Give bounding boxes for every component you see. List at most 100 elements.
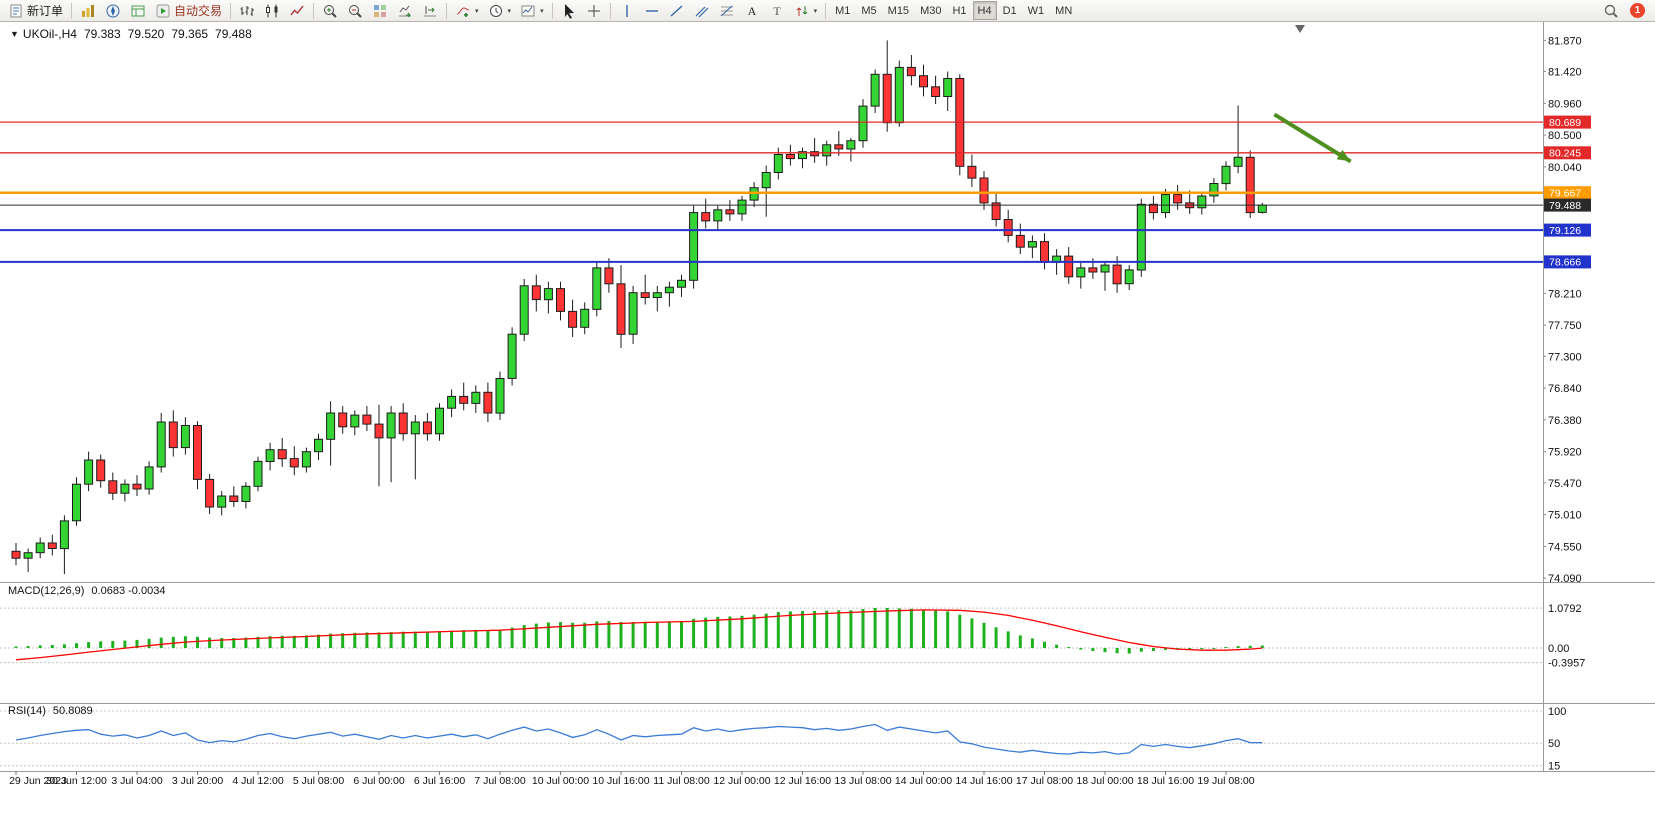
templates-button[interactable]: ▾ (516, 1, 548, 20)
label-button[interactable]: T (765, 1, 789, 20)
candle (846, 137, 856, 162)
timeframe-m5-button[interactable]: M5 (861, 4, 877, 17)
market-watch-button[interactable] (76, 1, 100, 20)
hline-button[interactable] (640, 1, 664, 20)
search-icon (1604, 4, 1618, 18)
candle (1076, 263, 1086, 289)
navigator-icon (106, 4, 120, 17)
price-tick-label: 80.960 (1548, 98, 1582, 110)
candle (725, 200, 735, 221)
crosshair-button[interactable] (582, 1, 606, 20)
notification-badge[interactable]: 1 (1630, 3, 1645, 18)
zoom-in-button[interactable] (318, 1, 342, 20)
price-tick-label: 80.500 (1548, 130, 1582, 142)
time-label: 14 Jul 00:00 (895, 775, 952, 787)
candle (943, 71, 953, 111)
svg-text:T: T (773, 4, 781, 18)
price-tick-label: 76.840 (1548, 383, 1582, 395)
time-label: 14 Jul 16:00 (955, 775, 1012, 787)
candle (11, 543, 21, 566)
bar-chart-button[interactable] (235, 1, 259, 20)
timeframe-h1-button[interactable]: H1 (952, 4, 967, 17)
candle (834, 131, 844, 156)
timeframe-d1-button[interactable]: D1 (1002, 4, 1017, 17)
text-button[interactable]: A (740, 1, 764, 20)
timeframe-h4-button[interactable]: H4 (972, 1, 997, 20)
candle (84, 451, 94, 492)
chart-shift-marker-icon[interactable] (1295, 25, 1305, 33)
candle (1173, 184, 1183, 210)
candle (422, 413, 432, 441)
candle (640, 274, 650, 305)
new-order-icon (10, 4, 22, 17)
chart-header: ▼ UKOil-,H4 79.383 79.520 79.365 79.488 (10, 27, 252, 41)
autotrading-button[interactable]: 自动交易 (151, 1, 226, 20)
autotrading-label: 自动交易 (174, 4, 223, 18)
collapse-triangle-icon[interactable]: ▼ (10, 29, 19, 39)
auto-scroll-button[interactable] (393, 1, 417, 20)
periods-button[interactable]: ▾ (484, 1, 516, 20)
price-tick-label: 74.550 (1548, 541, 1582, 553)
timeframe-mn-button[interactable]: MN (1055, 4, 1073, 17)
candle (289, 446, 299, 476)
candle (749, 182, 759, 207)
dropdown-caret-icon: ▾ (540, 7, 544, 15)
candles (11, 40, 1267, 575)
timeframe-w1-button[interactable]: W1 (1027, 4, 1045, 17)
candle (96, 454, 106, 488)
bar-chart-icon (240, 5, 255, 16)
chart-shift-button[interactable] (418, 1, 442, 20)
new-order-button[interactable]: 新订单 (4, 1, 67, 20)
candle (447, 389, 457, 418)
macd-signal-line (15, 609, 1263, 661)
label-icon: T (773, 4, 781, 18)
toolbar-separator (446, 2, 448, 19)
rsi-header: RSI(14) 50.8089 (8, 705, 93, 717)
channel-button[interactable] (690, 1, 714, 20)
candle (531, 274, 541, 312)
candle (519, 278, 529, 342)
macd-axis-label: -0.3957 (1548, 658, 1585, 670)
candle (604, 258, 614, 293)
price-tick-label: 74.090 (1548, 573, 1582, 585)
candle (810, 137, 820, 163)
time-label: 18 Jul 00:00 (1076, 775, 1133, 787)
trendline-button[interactable] (665, 1, 689, 20)
search-button[interactable] (1599, 1, 1623, 20)
tile-windows-button[interactable] (368, 1, 392, 20)
text-icon: A (747, 4, 756, 18)
vline-button[interactable] (615, 1, 639, 20)
timeframe-m1-button[interactable]: M1 (835, 4, 851, 17)
candle (1245, 150, 1255, 219)
navigator-button[interactable] (101, 1, 125, 20)
trendline-icon (670, 4, 683, 17)
hline-icon (645, 9, 658, 12)
candle (241, 482, 251, 509)
candle (338, 406, 348, 434)
candle (1233, 105, 1243, 174)
chart-canvas[interactable]: 81.87081.42080.96080.50080.04079.58079.1… (0, 22, 1655, 832)
candle (374, 404, 384, 487)
arrows-button[interactable]: ▾ (790, 1, 822, 20)
indicators-button[interactable]: ▾ (451, 1, 483, 20)
candle (931, 75, 941, 104)
price-tick-label: 81.420 (1548, 67, 1582, 79)
timeframe-m30-button[interactable]: M30 (920, 4, 942, 17)
toolbar-separator (313, 2, 315, 19)
candlestick-button[interactable] (260, 1, 284, 20)
time-label: 4 Jul 12:00 (232, 775, 284, 787)
timeframe-m15-button[interactable]: M15 (887, 4, 910, 17)
terminal-icon (131, 5, 145, 16)
candle (592, 261, 602, 317)
zoom-out-button[interactable] (343, 1, 367, 20)
time-label: 6 Jul 16:00 (414, 775, 466, 787)
cursor-button[interactable] (557, 1, 581, 20)
fibonacci-button[interactable] (715, 1, 739, 20)
terminal-button[interactable] (126, 1, 150, 20)
line-chart-button[interactable] (285, 1, 309, 20)
trend-arrow[interactable] (1273, 112, 1352, 164)
candle (785, 144, 795, 166)
price-tag-support-lower: 78.666 (1544, 255, 1591, 269)
candle (798, 147, 807, 169)
